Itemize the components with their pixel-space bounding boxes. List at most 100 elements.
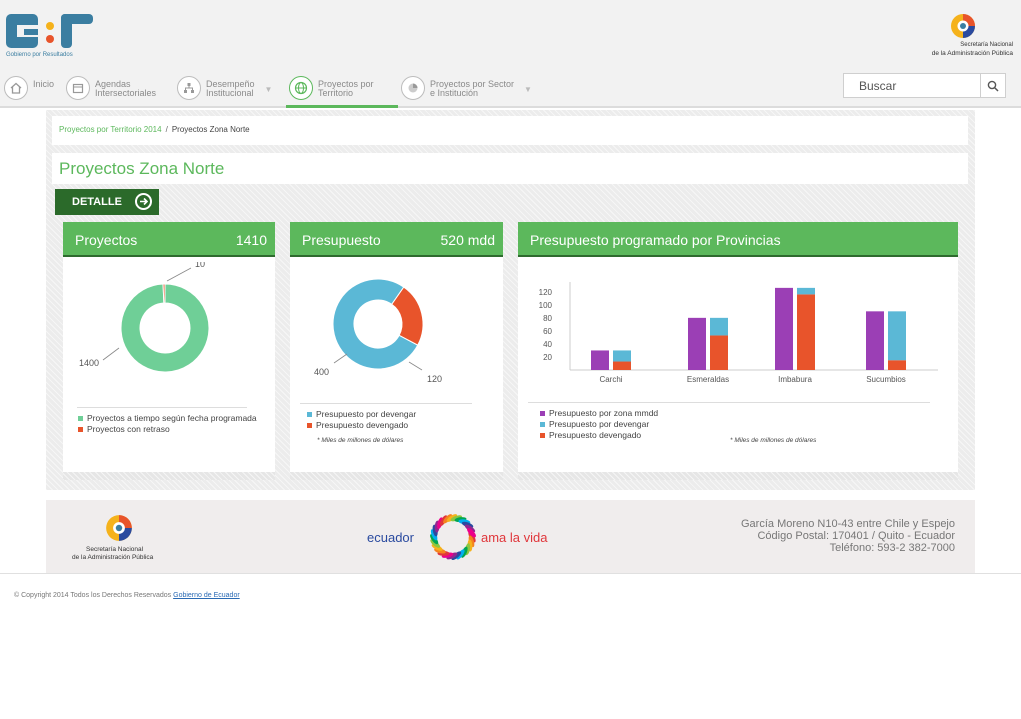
legend-item: Presupuesto por devengar xyxy=(540,419,740,429)
presupuesto-card: Presupuesto 520 mdd 400 120 Presupuesto p… xyxy=(290,222,503,480)
detalle-label: DETALLE xyxy=(72,196,122,208)
bar-devengado[interactable] xyxy=(613,361,631,370)
legend-label: Presupuesto por devengar xyxy=(549,419,650,429)
card-footer xyxy=(518,472,958,480)
legend-swatch xyxy=(307,412,312,417)
bar-zona[interactable] xyxy=(866,311,884,370)
nav-item-inicio[interactable]: Inicio xyxy=(4,76,54,104)
x-tick-label: Carchi xyxy=(599,375,622,384)
donut-slice[interactable] xyxy=(120,283,210,373)
logo-dot-yellow xyxy=(46,22,54,30)
legend-item: Presupuesto devengado xyxy=(540,430,740,440)
nav-item-territorio[interactable]: Proyectos por Territorio xyxy=(289,76,374,104)
logo-dot-red xyxy=(46,35,54,43)
presupuesto-donut-chart: 400 120 xyxy=(314,278,442,384)
address-line1: García Moreno N10-43 entre Chile y Espej… xyxy=(741,518,955,530)
site-footer: Secretaría Nacional de la Administración… xyxy=(46,500,975,573)
footer-secretaria-line2: de la Administración Pública xyxy=(72,554,154,561)
legend-label: Presupuesto devengado xyxy=(549,430,642,440)
secretaria-emblem-icon xyxy=(106,515,132,541)
logo-g-bar xyxy=(24,29,38,35)
bar-zona[interactable] xyxy=(775,287,793,370)
search-button[interactable] xyxy=(980,73,1006,98)
nav-item-agendas[interactable]: Agendas Intersectoriales xyxy=(66,76,156,104)
y-tick-label: 20 xyxy=(543,353,552,362)
pie-chart-icon xyxy=(401,76,425,100)
bar-zona[interactable] xyxy=(591,350,609,370)
logo-r-stem xyxy=(61,14,72,48)
y-tick-label: 100 xyxy=(539,301,553,310)
bar-devengado[interactable] xyxy=(888,360,906,370)
proyectos-legend: Proyectos a tiempo según fecha programad… xyxy=(78,413,258,435)
chevron-down-icon[interactable]: ▼ xyxy=(264,85,273,94)
title-bar: Proyectos Zona Norte xyxy=(52,153,968,184)
secretaria-emblem-icon xyxy=(951,14,975,38)
bar-devengado[interactable] xyxy=(797,294,815,370)
logo-center xyxy=(444,528,462,546)
card-footer xyxy=(63,472,275,480)
presupuesto-value: 520 mdd xyxy=(440,232,495,248)
detalle-button[interactable]: DETALLE xyxy=(55,189,159,215)
provincias-title: Presupuesto programado por Provincias xyxy=(530,232,781,248)
nav-label-agendas: Agendas Intersectoriales xyxy=(95,79,157,98)
secretaria-line1: Secretaría Nacional xyxy=(960,42,1013,48)
presupuesto-legend: Presupuesto por devengar Presupuesto dev… xyxy=(307,409,487,431)
data-label-leader xyxy=(166,267,192,282)
secretaria-logo[interactable]: Secretaría Nacional de la Administración… xyxy=(903,12,1013,62)
bar-por-devengar[interactable] xyxy=(797,287,815,295)
nav-item-desempeno[interactable]: Desempeño Institucional ▼ xyxy=(177,76,272,104)
provincias-card-header: Presupuesto programado por Provincias xyxy=(518,222,958,257)
breadcrumb-current: Proyectos Zona Norte xyxy=(171,125,250,134)
provincias-card: Presupuesto programado por Provincias 20… xyxy=(518,222,958,480)
proyectos-card-header: Proyectos 1410 xyxy=(63,222,275,257)
y-tick-label: 120 xyxy=(539,288,553,297)
nav-label-desempeno: Desempeño Institucional xyxy=(206,79,255,98)
legend-item: Proyectos con retraso xyxy=(78,424,258,434)
copyright-text: © Copyright 2014 Todos los Derechos Rese… xyxy=(14,592,172,599)
donut-slice[interactable] xyxy=(332,278,419,370)
proyectos-donut-chart: 1400 10 xyxy=(79,262,210,373)
legend-item: Presupuesto por zona mmdd xyxy=(540,408,740,418)
legend-label: Presupuesto por zona mmdd xyxy=(549,408,659,418)
address-line3: Teléfono: 593-2 382-7000 xyxy=(829,542,955,554)
legend-label: Presupuesto por devengar xyxy=(316,409,417,419)
footer-address: García Moreno N10-43 entre Chile y Espej… xyxy=(741,518,955,554)
donut-slice[interactable] xyxy=(391,286,424,346)
legend-swatch xyxy=(78,416,83,421)
bar-por-devengar[interactable] xyxy=(613,350,631,362)
nav-item-sector[interactable]: Proyectos por Sector e Institución ▼ xyxy=(401,76,532,104)
nav-label-inicio: Inicio xyxy=(33,79,55,89)
ama-la-vida-wordmark: ama la vida xyxy=(481,530,548,545)
address-line2: Código Postal: 170401 / Quito - Ecuador xyxy=(757,530,955,542)
search-input[interactable]: Buscar xyxy=(843,73,981,98)
provincias-legend: Presupuesto por zona mmdd Presupuesto po… xyxy=(540,408,740,441)
secretaria-line2-text: de la Administración Pública xyxy=(931,50,1013,57)
nav-label-sector: Proyectos por Sector e Institución xyxy=(430,79,515,98)
gobierno-por-resultados-logo[interactable] xyxy=(6,12,96,62)
data-label: 400 xyxy=(314,367,329,377)
legend-divider xyxy=(77,407,247,408)
presupuesto-card-header: Presupuesto 520 mdd xyxy=(290,222,503,257)
data-label-leader xyxy=(408,361,423,371)
bar-por-devengar[interactable] xyxy=(888,311,906,361)
provincias-bar-chart: 20 40 60 80 100 120 Carchi Esmeraldas Imbabura Su… xyxy=(539,282,938,384)
data-label: 10 xyxy=(195,262,205,269)
legend-swatch xyxy=(540,433,545,438)
secretaria-line2: de la Administración Pública xyxy=(932,50,1013,57)
breadcrumb-separator: / xyxy=(165,125,168,134)
bar-por-devengar[interactable] xyxy=(710,317,728,336)
x-tick-label: Esmeraldas xyxy=(687,375,729,384)
ecuador-ama-la-vida-logo xyxy=(430,514,476,560)
nav-active-indicator xyxy=(286,105,398,108)
x-tick-label: Sucumbios xyxy=(866,375,906,384)
breadcrumb-link[interactable]: Proyectos por Territorio 2014 xyxy=(59,125,162,134)
donut-slice[interactable] xyxy=(162,283,166,304)
footer-secretaria-line1: Secretaría Nacional xyxy=(86,546,144,553)
bar-zona[interactable] xyxy=(688,317,706,370)
bar-devengado[interactable] xyxy=(710,335,728,370)
footer-divider xyxy=(0,573,1021,574)
copyright-link[interactable]: Gobierno de Ecuador xyxy=(173,592,240,599)
legend-divider xyxy=(300,403,472,404)
chevron-down-icon[interactable]: ▼ xyxy=(524,85,532,94)
